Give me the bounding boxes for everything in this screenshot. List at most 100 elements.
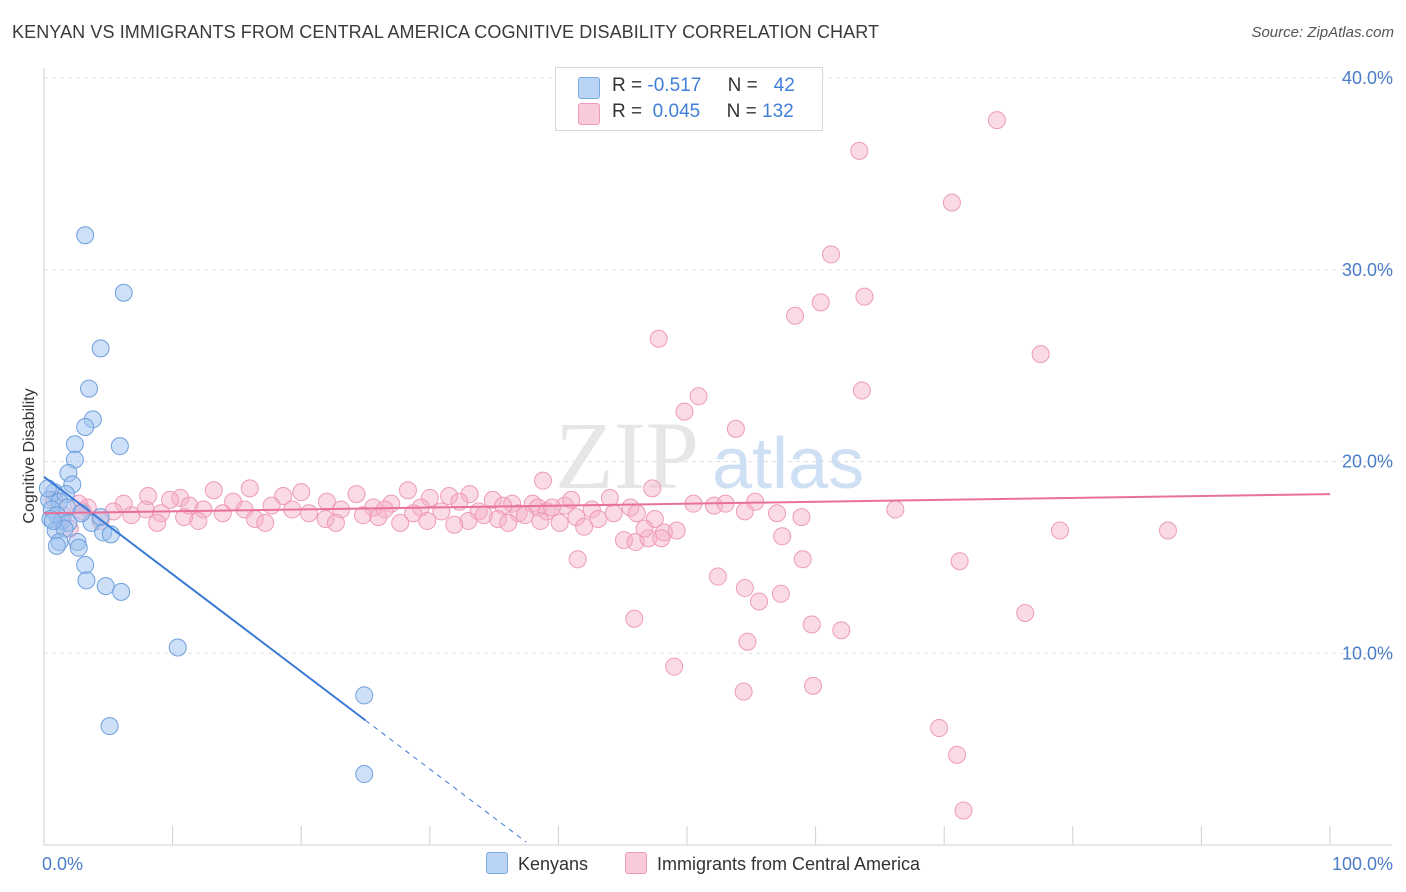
data-point-central-america	[404, 504, 423, 523]
data-point-central-america	[773, 527, 792, 546]
data-point-central-america	[161, 490, 180, 509]
data-point-central-america	[256, 513, 275, 532]
tick-labels: 10.0% 20.0% 30.0% 40.0% 0.0% 100.0%	[42, 68, 1393, 874]
chart-source: Source: ZipAtlas.com	[1251, 24, 1394, 41]
data-point-kenyans	[38, 479, 57, 498]
data-point-central-america	[600, 488, 619, 507]
data-point-kenyans	[100, 717, 119, 736]
data-point-central-america	[316, 510, 335, 529]
data-point-central-america	[832, 621, 851, 640]
data-point-kenyans	[168, 638, 187, 657]
data-point-central-america	[886, 500, 905, 519]
y-axis-label: Cognitive Disability	[21, 388, 38, 523]
data-point-kenyans	[76, 226, 95, 245]
data-point-central-america	[353, 506, 372, 525]
data-point-central-america	[1158, 521, 1177, 540]
y-tick-label: 30.0%	[1342, 260, 1393, 280]
data-point-kenyans	[355, 765, 374, 784]
data-point-central-america	[483, 490, 502, 509]
y-tick-label: 20.0%	[1342, 452, 1393, 472]
trend-line-kenyans-extension	[365, 719, 527, 843]
data-point-central-america	[675, 402, 694, 421]
data-point-central-america	[326, 513, 345, 532]
data-point-central-america	[768, 504, 787, 523]
data-point-central-america	[786, 306, 805, 325]
data-point-kenyans	[76, 417, 95, 436]
bottom-legend-label-central-america: Immigrants from Central America	[657, 854, 921, 874]
data-point-central-america	[440, 487, 459, 506]
data-point-central-america	[369, 508, 388, 527]
bottom-legend-swatch-kenyans	[486, 852, 508, 874]
data-point-central-america	[793, 550, 812, 569]
data-point-central-america	[738, 632, 757, 651]
data-point-central-america	[822, 245, 841, 264]
data-point-central-america	[204, 481, 223, 500]
legend-n-label: N =	[726, 101, 757, 122]
data-point-central-america	[614, 531, 633, 550]
data-point-central-america	[189, 511, 208, 530]
data-point-kenyans	[76, 556, 95, 575]
legend-r-value: 0.045	[652, 101, 701, 122]
data-point-central-america	[180, 496, 199, 515]
data-point-central-america	[347, 485, 366, 504]
data-point-central-america	[1031, 345, 1050, 364]
data-point-kenyans	[47, 536, 66, 555]
trend-lines	[43, 476, 1331, 843]
data-point-kenyans	[355, 686, 374, 705]
data-point-central-america	[175, 508, 194, 527]
data-point-central-america	[459, 511, 478, 530]
data-point-central-america	[852, 381, 871, 400]
bottom-legend-label-kenyans: Kenyans	[518, 854, 589, 874]
data-point-central-america	[1016, 603, 1035, 622]
data-point-central-america	[274, 487, 293, 506]
data-point-kenyans	[114, 283, 133, 302]
data-point-central-america	[152, 504, 171, 523]
data-point-kenyans	[96, 577, 115, 596]
data-point-central-america	[567, 508, 586, 527]
data-point-central-america	[667, 521, 686, 540]
data-point-central-america	[1050, 521, 1069, 540]
data-point-central-america	[488, 510, 507, 529]
legend: R = -0.517 N = 42 R = 0.045 N = 132	[555, 67, 823, 131]
data-point-central-america	[705, 496, 724, 515]
data-point-central-america	[562, 490, 581, 509]
data-point-central-america	[418, 511, 437, 530]
y-tick-label: 40.0%	[1342, 68, 1393, 88]
x-tick-label: 0.0%	[42, 854, 83, 874]
data-point-kenyans	[69, 538, 88, 557]
data-point-central-america	[649, 329, 668, 348]
data-point-central-america	[499, 513, 518, 532]
y-tick-label: 10.0%	[1342, 643, 1393, 663]
data-point-central-america	[930, 719, 949, 738]
data-point-central-america	[503, 494, 522, 513]
data-point-central-america	[735, 502, 754, 521]
data-point-central-america	[734, 682, 753, 701]
data-point-central-america	[750, 592, 769, 611]
data-point-central-america	[792, 508, 811, 527]
data-point-central-america	[575, 517, 594, 536]
legend-r-value: -0.517	[647, 75, 702, 96]
data-point-central-america	[771, 584, 790, 603]
data-point-central-america	[811, 293, 830, 312]
data-point-central-america	[665, 657, 684, 676]
data-point-central-america	[194, 500, 213, 519]
bottom-legend-central-america: Immigrants from Central America	[625, 852, 920, 875]
data-point-kenyans	[112, 582, 131, 601]
data-point-central-america	[689, 387, 708, 406]
x-tick-label: 100.0%	[1332, 854, 1393, 874]
data-point-central-america	[954, 801, 973, 820]
legend-n-value: 42	[773, 75, 795, 96]
data-point-central-america	[735, 579, 754, 598]
data-point-central-america	[122, 506, 141, 525]
data-point-central-america	[542, 498, 561, 517]
data-point-central-america	[708, 567, 727, 586]
data-point-central-america	[375, 500, 394, 519]
data-point-central-america	[652, 529, 671, 548]
legend-r-label: R =	[612, 101, 643, 122]
data-point-central-america	[942, 193, 961, 212]
data-point-central-america	[950, 552, 969, 571]
data-point-central-america	[533, 471, 552, 490]
data-point-central-america	[531, 511, 550, 530]
series-central-america-points	[45, 111, 1177, 820]
